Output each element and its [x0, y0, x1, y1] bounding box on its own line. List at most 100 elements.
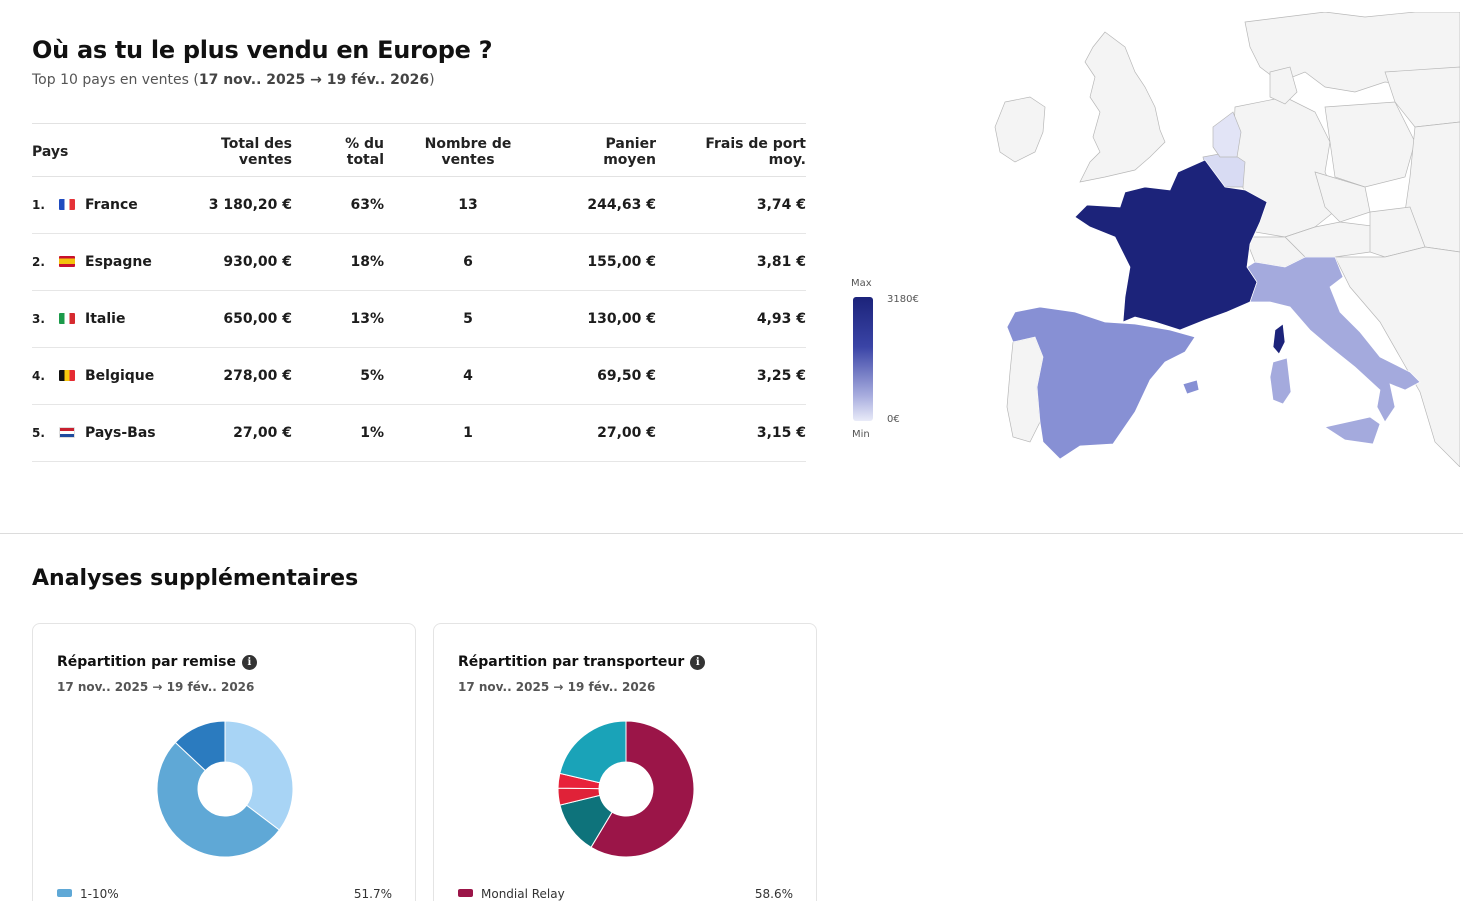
map-country-poland[interactable]	[1324, 101, 1416, 188]
cell-share: 1%	[292, 404, 384, 462]
rank: 5.	[32, 426, 45, 440]
flag-icon	[59, 427, 75, 438]
country-name: Espagne	[85, 254, 152, 270]
legend-percent: 51.7%	[353, 887, 392, 901]
rank: 3.	[32, 312, 45, 326]
cell-basket: 130,00 €	[552, 290, 656, 348]
card-title: Répartition par transporteur i	[458, 654, 706, 670]
cell-country: 2. Espagne	[32, 233, 202, 291]
table-row[interactable]: 4. Belgique 278,00 €5% 4 69,50 €3,25 €	[32, 347, 806, 405]
card-date: 17 nov.. 2025 → 19 fév.. 2026	[57, 680, 255, 694]
page-subtitle: Top 10 pays en ventes (17 nov.. 2025 → 1…	[32, 72, 435, 88]
card-discount: Répartition par remise i 17 nov.. 2025 → …	[32, 623, 416, 901]
cell-country: 1. France	[32, 176, 202, 234]
cell-total: 27,00 €	[202, 404, 292, 462]
cell-basket: 27,00 €	[552, 404, 656, 462]
cell-shipping: 3,81 €	[656, 233, 806, 291]
country-name: Pays-Bas	[85, 425, 156, 441]
map-country-corsica[interactable]	[1272, 323, 1286, 355]
cell-count: 6	[384, 233, 552, 291]
map-country-france[interactable]	[1074, 159, 1268, 331]
cell-country: 5. Pays-Bas	[32, 404, 202, 462]
map-country-sardinia[interactable]	[1269, 357, 1292, 405]
info-icon[interactable]: i	[241, 655, 257, 670]
cell-basket: 244,63 €	[552, 176, 656, 234]
donut-chart-discount[interactable]	[156, 720, 294, 858]
page-title: Où as tu le plus vendu en Europe ?	[32, 36, 493, 64]
donut-slice[interactable]	[156, 741, 280, 858]
donut-slice[interactable]	[590, 720, 695, 858]
col-country[interactable]: Pays	[32, 123, 202, 177]
cell-share: 5%	[292, 347, 384, 405]
cell-share: 13%	[292, 290, 384, 348]
table-row[interactable]: 5. Pays-Bas 27,00 €1% 1 27,00 €3,15 €	[32, 404, 806, 462]
legend-item[interactable]: Mondial Relay 58.6%	[458, 887, 793, 901]
col-basket[interactable]: Panier moyen	[552, 123, 656, 177]
country-name: Belgique	[85, 368, 155, 384]
map-country-ireland[interactable]	[994, 96, 1046, 163]
flag-icon	[59, 370, 75, 381]
legend-min-value: 0€	[887, 414, 900, 425]
col-total[interactable]: Total des ventes	[202, 123, 292, 177]
legend-swatch	[57, 889, 72, 897]
legend-gradient-bar	[853, 297, 873, 421]
flag-icon	[59, 313, 75, 324]
legend-min-label: Min	[852, 429, 870, 440]
section-title: Analyses supplémentaires	[32, 566, 359, 591]
sales-table: Pays Total des ventes % du total Nombre …	[32, 123, 806, 462]
map-country-czech[interactable]	[1314, 171, 1371, 223]
subtitle-suffix: )	[429, 72, 435, 88]
card-carrier: Répartition par transporteur i 17 nov.. 2…	[433, 623, 817, 901]
legend-percent: 58.6%	[754, 887, 793, 901]
map-country-italy[interactable]	[1246, 256, 1421, 423]
donut-slice[interactable]	[174, 720, 226, 772]
cell-shipping: 4,93 €	[656, 290, 806, 348]
flag-icon	[59, 199, 75, 210]
cell-count: 4	[384, 347, 552, 405]
cell-share: 18%	[292, 233, 384, 291]
map-country-uk[interactable]	[1079, 31, 1166, 183]
table-row[interactable]: 2. Espagne 930,00 €18% 6 155,00 €3,81 €	[32, 233, 806, 291]
map-country-netherlands[interactable]	[1212, 111, 1242, 158]
cell-country: 3. Italie	[32, 290, 202, 348]
legend-swatch	[458, 889, 473, 897]
donut-slice[interactable]	[224, 720, 294, 831]
map-country-balkans[interactable]	[1334, 246, 1460, 467]
cell-count: 5	[384, 290, 552, 348]
cell-basket: 69,50 €	[552, 347, 656, 405]
cell-total: 278,00 €	[202, 347, 292, 405]
europe-map[interactable]	[985, 12, 1460, 467]
map-country-spain[interactable]	[1006, 306, 1196, 460]
legend-label: 1-10%	[80, 887, 119, 901]
table-row[interactable]: 1. France 3 180,20 €63% 13 244,63 €3,74 €	[32, 176, 806, 234]
col-count[interactable]: Nombre de ventes	[384, 123, 552, 177]
card-title: Répartition par remise i	[57, 654, 257, 670]
map-country-sicily[interactable]	[1324, 416, 1381, 445]
cell-share: 63%	[292, 176, 384, 234]
cell-shipping: 3,15 €	[656, 404, 806, 462]
cell-count: 13	[384, 176, 552, 234]
col-shipping[interactable]: Frais de port moy.	[656, 123, 806, 177]
card-date: 17 nov.. 2025 → 19 fév.. 2026	[458, 680, 656, 694]
legend-max-value: 3180€	[887, 294, 919, 305]
rank: 1.	[32, 198, 45, 212]
cell-total: 930,00 €	[202, 233, 292, 291]
date-range: 17 nov.. 2025 → 19 fév.. 2026	[198, 72, 430, 88]
donut-chart-carrier[interactable]	[557, 720, 695, 858]
cell-shipping: 3,74 €	[656, 176, 806, 234]
map-country-denmark[interactable]	[1269, 66, 1298, 105]
map-legend: Max 3180€ 0€ Min	[845, 278, 935, 443]
country-name: France	[85, 197, 138, 213]
info-icon[interactable]: i	[690, 655, 706, 670]
cell-basket: 155,00 €	[552, 233, 656, 291]
cell-count: 1	[384, 404, 552, 462]
flag-icon	[59, 256, 75, 267]
col-share[interactable]: % du total	[292, 123, 384, 177]
rank: 2.	[32, 255, 45, 269]
donut-slice[interactable]	[559, 720, 627, 784]
legend-item[interactable]: 1-10% 51.7%	[57, 887, 392, 901]
cell-country: 4. Belgique	[32, 347, 202, 405]
cell-total: 650,00 €	[202, 290, 292, 348]
table-row[interactable]: 3. Italie 650,00 €13% 5 130,00 €4,93 €	[32, 290, 806, 348]
map-island-balearic[interactable]	[1182, 379, 1200, 395]
